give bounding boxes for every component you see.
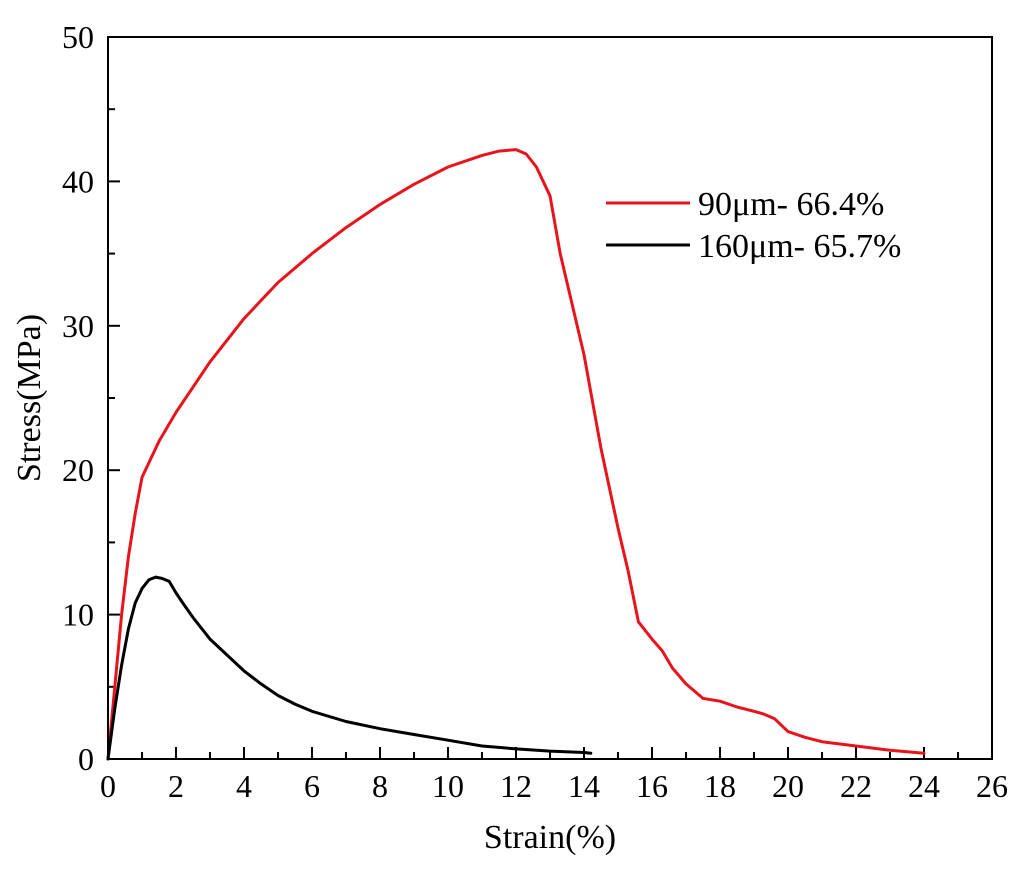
y-tick-label: 30 <box>62 308 94 344</box>
y-axis-title: Stress(MPa) <box>11 314 48 482</box>
x-tick-label: 24 <box>908 768 940 804</box>
legend: 90μm- 66.4% 160μm- 65.7% <box>606 186 901 265</box>
axis-ticks <box>107 36 993 760</box>
x-tick-label: 0 <box>100 768 116 804</box>
y-tick-label: 20 <box>62 452 94 488</box>
x-tick-label: 26 <box>976 768 1008 804</box>
series-line-0 <box>106 148 926 761</box>
series-line-1 <box>106 575 593 761</box>
y-tick-label: 0 <box>78 741 94 777</box>
x-tick-label: 20 <box>772 768 804 804</box>
x-tick-label: 6 <box>304 768 320 804</box>
x-tick-label: 18 <box>704 768 736 804</box>
y-tick-label: 50 <box>62 19 94 55</box>
x-tick-label: 12 <box>500 768 532 804</box>
legend-label-90um: 90μm- 66.4% <box>698 186 884 223</box>
x-tick-label: 14 <box>568 768 600 804</box>
x-tick-label: 8 <box>372 768 388 804</box>
x-axis-title: Strain(%) <box>484 819 616 856</box>
x-tick-label: 10 <box>432 768 464 804</box>
x-tick-label: 4 <box>236 768 252 804</box>
y-tick-label: 40 <box>62 163 94 199</box>
x-tick-label: 2 <box>168 768 184 804</box>
y-tick-label: 10 <box>62 597 94 633</box>
plot-frame <box>107 36 993 760</box>
x-tick-label: 22 <box>840 768 872 804</box>
legend-label-160um: 160μm- 65.7% <box>698 228 901 265</box>
x-tick-label: 16 <box>636 768 668 804</box>
data-series <box>106 148 926 761</box>
